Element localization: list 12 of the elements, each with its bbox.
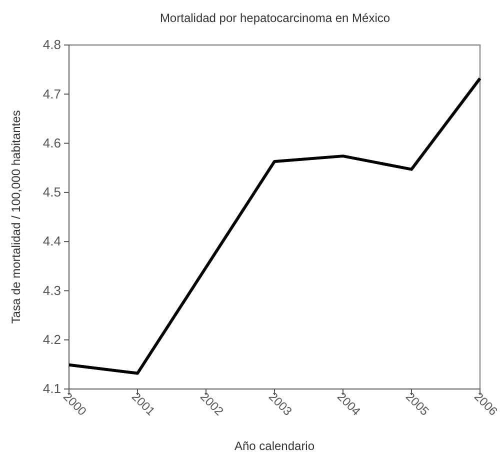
y-tick-label: 4.4 xyxy=(42,234,61,249)
y-tick-label: 4.8 xyxy=(42,37,61,52)
y-tick-label: 4.2 xyxy=(42,332,61,348)
y-tick-label: 4.5 xyxy=(42,184,61,200)
y-tick-label: 4.7 xyxy=(42,86,61,102)
y-tick-label: 4.3 xyxy=(42,282,61,298)
x-axis-title: Año calendario xyxy=(234,439,315,453)
chart-title: Mortalidad por hepatocarcinoma en México xyxy=(160,11,390,25)
y-axis-title: Tasa de mortalidad / 100,000 habitantes xyxy=(9,110,23,324)
y-tick-label: 4.1 xyxy=(42,381,61,396)
line-series xyxy=(68,76,482,375)
y-tick-label: 4.6 xyxy=(42,135,61,150)
